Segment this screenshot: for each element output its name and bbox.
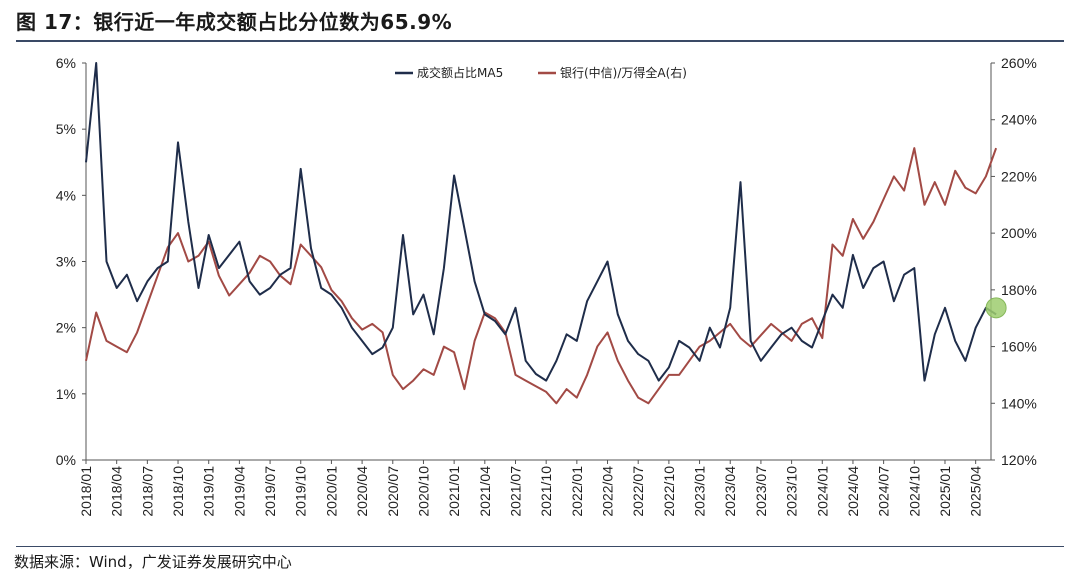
x-tick-label: 2025/04	[968, 466, 984, 517]
left-tick-label: 4%	[56, 187, 76, 203]
right-tick-label: 180%	[1001, 282, 1037, 298]
right-y-axis-ticks: 120% 140% 160% 180% 200% 220% 240% 260%	[991, 55, 1037, 468]
x-tick-label: 2024/07	[876, 466, 892, 517]
title-divider	[16, 40, 1064, 42]
footer-divider	[16, 546, 1064, 547]
x-tick-label: 2024/01	[814, 466, 830, 517]
left-tick-label: 6%	[56, 55, 76, 71]
series-lines	[85, 62, 1007, 405]
left-tick-label: 2%	[56, 320, 76, 336]
x-tick-label: 2023/07	[753, 466, 769, 517]
legend-ratio-label: 银行(中信)/万得全A(右)	[560, 65, 687, 80]
ma5-series-line	[85, 62, 997, 382]
x-tick-label: 2020/04	[354, 466, 370, 517]
data-source-note: 数据来源：Wind，广发证券发展研究中心	[14, 553, 292, 571]
x-tick-label: 2018/10	[170, 466, 186, 517]
x-tick-label: 2021/04	[477, 466, 493, 517]
right-tick-label: 240%	[1001, 112, 1037, 128]
x-tick-label: 2021/07	[507, 466, 523, 517]
x-tick-label: 2020/07	[385, 466, 401, 517]
left-y-axis-ticks: 0% 1% 2% 3% 4% 5% 6%	[56, 55, 86, 468]
highlight-marker	[985, 297, 1007, 319]
left-tick-label: 5%	[56, 121, 76, 137]
x-tick-label: 2019/07	[262, 466, 278, 517]
x-tick-label: 2020/01	[323, 466, 339, 517]
right-tick-label: 200%	[1001, 225, 1037, 241]
x-tick-label: 2022/07	[630, 466, 646, 517]
x-tick-label: 2020/10	[415, 466, 431, 517]
x-tick-label: 2018/04	[109, 466, 125, 517]
x-tick-label: 2022/01	[569, 466, 585, 517]
x-tick-label: 2021/10	[538, 466, 554, 517]
x-tick-label: 2023/04	[722, 466, 738, 517]
chart-legend: 成交额占比MA5 银行(中信)/万得全A(右)	[395, 65, 687, 80]
right-tick-label: 160%	[1001, 339, 1037, 355]
x-tick-label: 2025/01	[937, 466, 953, 517]
x-tick-label: 2023/10	[784, 466, 800, 517]
x-tick-label: 2022/10	[661, 466, 677, 517]
left-tick-label: 1%	[56, 386, 76, 402]
x-tick-label: 2019/10	[293, 466, 309, 517]
line-chart: 2018/01 2018/04 2018/07 2018/10 2019/01 2019/…	[56, 55, 1037, 517]
x-tick-label: 2019/04	[231, 466, 247, 517]
ratio-series-line	[85, 147, 998, 405]
x-tick-label: 2019/01	[201, 466, 217, 517]
right-tick-label: 140%	[1001, 395, 1037, 411]
x-tick-label: 2021/01	[446, 466, 462, 517]
right-tick-label: 260%	[1001, 55, 1037, 71]
x-axis-ticks: 2018/01 2018/04 2018/07 2018/10 2019/01 2019/…	[78, 460, 984, 517]
left-tick-label: 3%	[56, 254, 76, 270]
right-tick-label: 120%	[1001, 452, 1037, 468]
x-tick-label: 2018/01	[78, 466, 94, 517]
legend-ma5-label: 成交额占比MA5	[417, 65, 503, 80]
x-tick-label: 2022/04	[600, 466, 616, 517]
x-tick-label: 2024/10	[906, 466, 922, 517]
x-tick-label: 2018/07	[139, 466, 155, 517]
right-tick-label: 220%	[1001, 168, 1037, 184]
figure-title: 图 17：银行近一年成交额占比分位数为65.9%	[16, 10, 453, 34]
left-tick-label: 0%	[56, 452, 76, 468]
x-tick-label: 2023/01	[692, 466, 708, 517]
x-tick-label: 2024/04	[845, 466, 861, 517]
